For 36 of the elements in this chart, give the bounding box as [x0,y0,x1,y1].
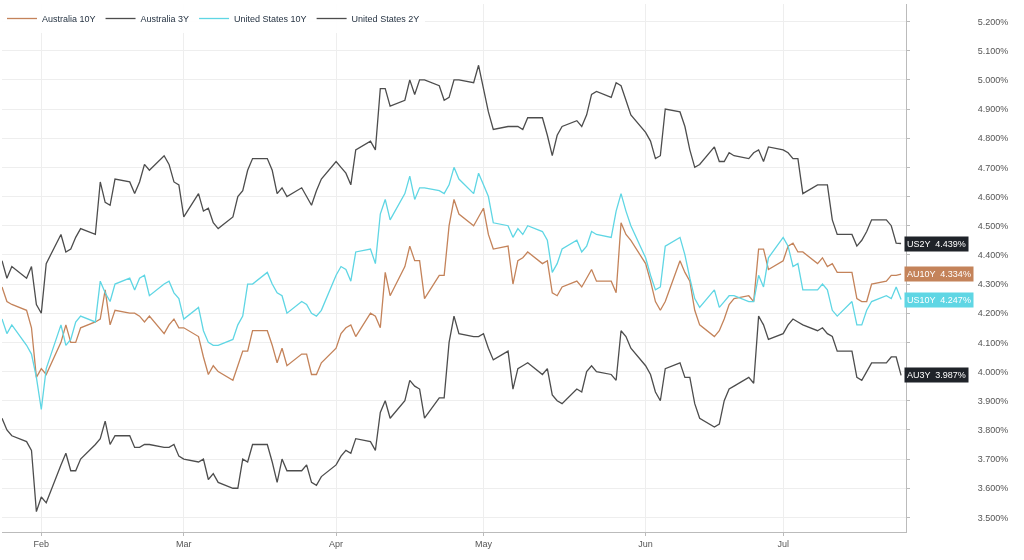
x-tick-label: Jun [638,538,653,549]
y-tick-label: 3.900% [977,395,1009,406]
y-tick-label: 4.600% [977,191,1009,202]
legend-label: United States 10Y [234,14,307,25]
line-series [2,198,902,381]
y-tick-label: 5.000% [977,75,1009,85]
line-series [2,64,902,314]
annotation: US2Y 4.439% [907,239,966,249]
line-series [2,315,902,513]
y-tick-label: 4.800% [977,133,1009,144]
annotation: AU10Y 4.334% [907,269,971,279]
annotation: AU3Y 3.987% [907,370,966,380]
y-tick-label: 4.000% [977,366,1009,377]
x-tick-label: Apr [329,538,344,549]
x-tick-label: Jul [777,538,789,549]
y-tick-label: 4.400% [977,250,1009,261]
annotation: US10Y 4.247% [907,295,971,305]
y-tick-label: 5.100% [977,45,1009,56]
y-tick-label: 5.200% [977,16,1009,27]
y-tick-label: 4.300% [977,279,1009,290]
y-tick-label: 4.200% [977,308,1009,319]
line-series [2,166,902,411]
y-tick-label: 4.100% [977,337,1009,348]
y-tick-label: 3.800% [977,425,1009,436]
y-tick-label: 3.700% [977,454,1009,465]
y-tick-label: 4.500% [977,220,1009,231]
x-tick-label: Feb [33,538,50,549]
legend-label: Australia 3Y [140,14,190,25]
y-tick-label: 4.900% [977,104,1009,115]
y-tick-label: 3.500% [977,512,1009,523]
x-tick-label: May [474,538,493,549]
legend-label: Australia 10Y [42,14,96,25]
y-tick-label: 3.600% [977,483,1009,494]
legend-label: United States 2Y [351,14,420,25]
x-tick-label: Mar [176,538,192,549]
y-tick-label: 4.700% [977,162,1009,173]
